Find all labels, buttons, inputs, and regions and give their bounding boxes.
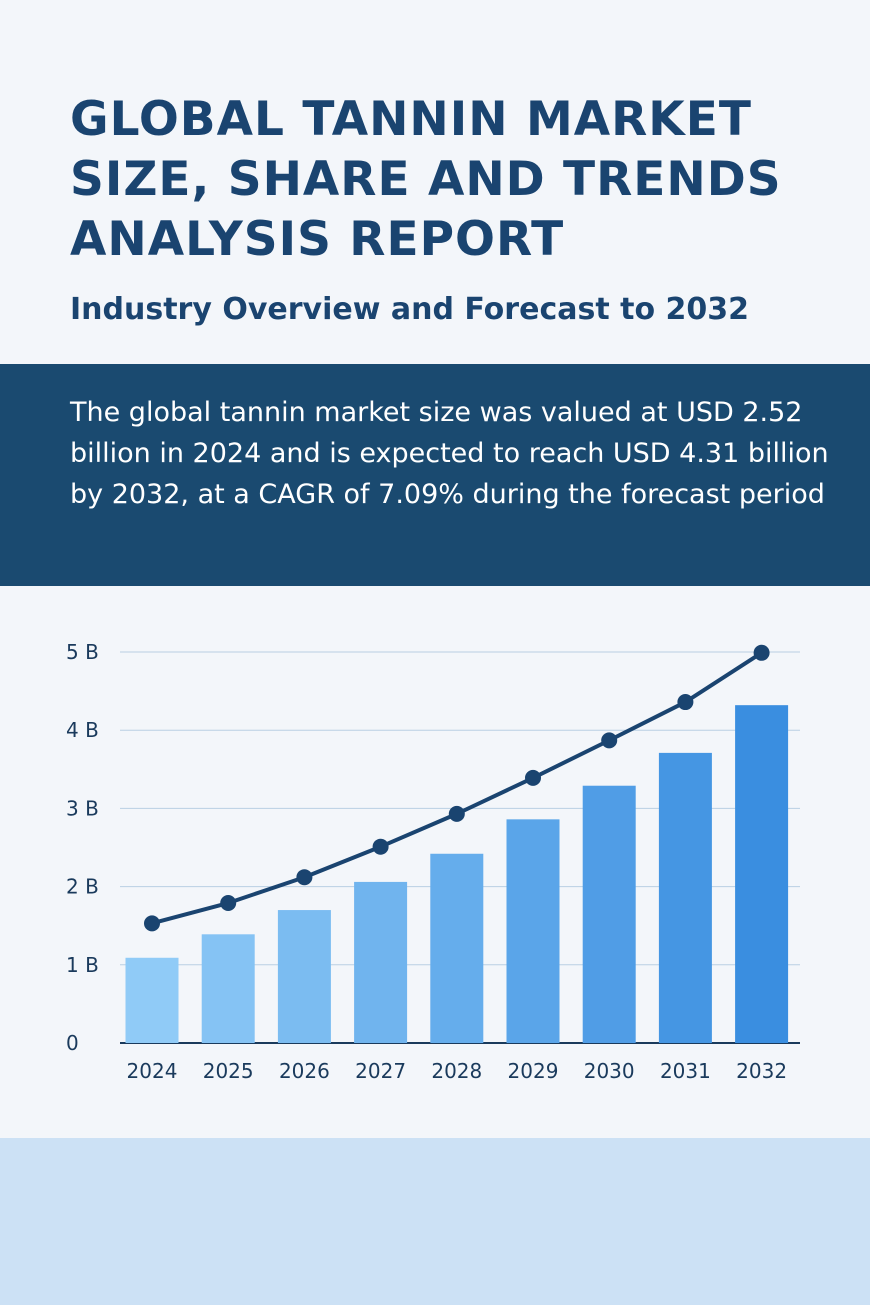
y-tick-label: 2 B: [66, 875, 99, 899]
y-tick-label: 3 B: [66, 796, 99, 820]
y-tick-label: 4 B: [66, 718, 99, 742]
trend-point-2026: [296, 869, 313, 886]
trend-point-2031: [677, 694, 694, 711]
bar-2025: [201, 934, 255, 1043]
bar-2030: [582, 785, 636, 1043]
trend-point-2024: [144, 915, 160, 932]
trend-point-2029: [525, 769, 541, 786]
x-tick-label: 2029: [508, 1059, 559, 1083]
bar-2031: [658, 752, 712, 1043]
trend-point-2032: [753, 644, 770, 661]
x-tick-label: 2032: [736, 1059, 787, 1083]
x-tick-label: 2024: [127, 1059, 178, 1083]
trend-point-2030: [601, 732, 618, 749]
summary-banner: The global tannin market size was valued…: [0, 364, 870, 586]
y-tick-label: 5 B: [66, 640, 99, 664]
x-tick-label: 2031: [660, 1059, 711, 1083]
bar-2032: [735, 705, 789, 1043]
trend-point-2027: [372, 838, 389, 855]
bar-2027: [354, 881, 408, 1043]
footer-band: [0, 1138, 870, 1305]
market-chart: 0 1 B 2 B 3 B 4 B 5 B 2024 2025 2026 2027 2028 2029…: [66, 640, 800, 1083]
page-title: GLOBAL TANNIN MARKET SIZE, SHARE AND TRE…: [70, 92, 782, 267]
trend-point-2028: [448, 805, 465, 822]
trend-point-2025: [220, 895, 237, 912]
x-tick-label: 2028: [431, 1059, 482, 1083]
x-tick-label: 2025: [203, 1059, 254, 1083]
y-tick-label: 1 B: [66, 953, 99, 977]
y-tick-label: 0: [66, 1031, 79, 1055]
bar-2026: [277, 910, 331, 1043]
bar-2028: [430, 853, 484, 1043]
bar-2029: [506, 819, 560, 1043]
x-tick-label: 2026: [279, 1059, 330, 1083]
bar-2024: [125, 957, 179, 1043]
page-subtitle: Industry Overview and Forecast to 2032: [70, 292, 749, 327]
x-tick-label: 2027: [355, 1059, 406, 1083]
summary-text: The global tannin market size was valued…: [70, 397, 829, 510]
x-tick-label: 2030: [584, 1059, 635, 1083]
